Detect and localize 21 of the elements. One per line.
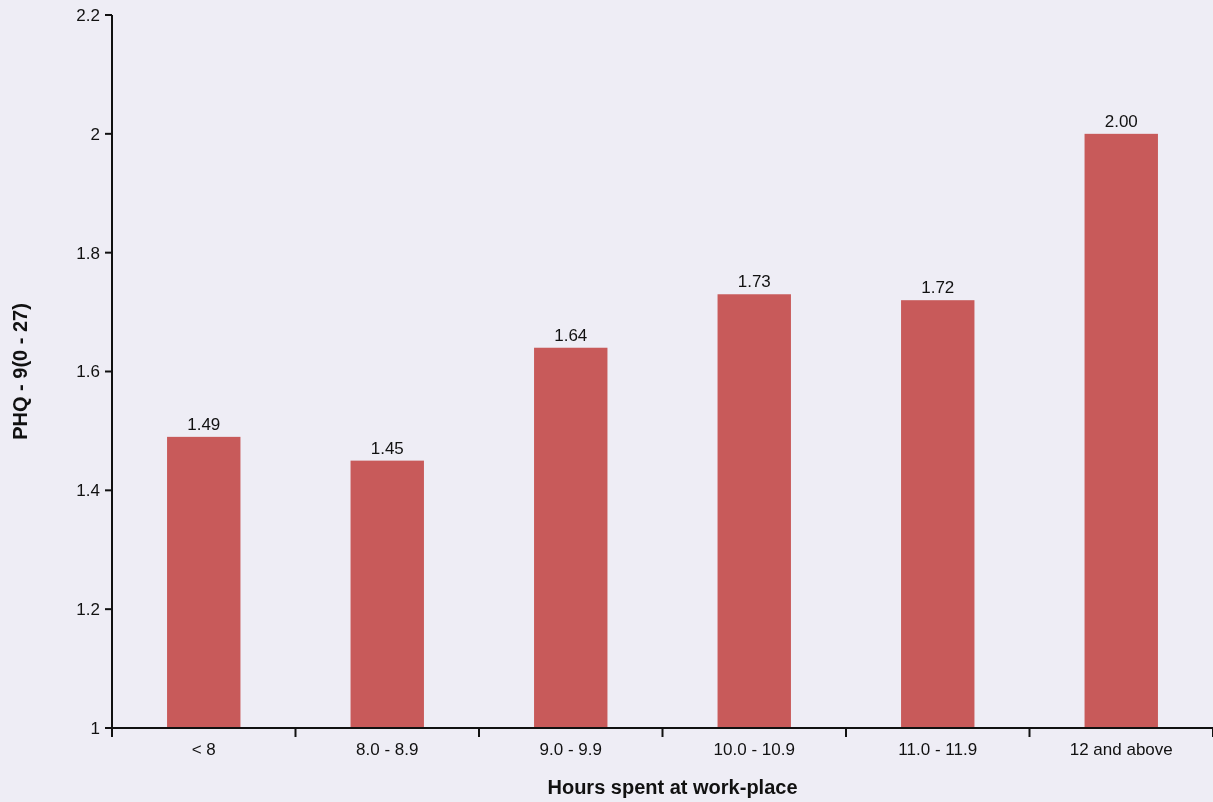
x-tick-label: 9.0 - 9.9 <box>539 740 602 759</box>
data-label: 1.73 <box>737 272 771 292</box>
x-tick-label: 8.0 - 8.9 <box>356 740 419 759</box>
y-tick-label: 2 <box>90 124 100 144</box>
x-axis-title: Hours spent at work-place <box>547 776 798 798</box>
y-tick-label: 1 <box>90 718 100 738</box>
y-axis-title: PHQ - 9(0 - 27) <box>9 303 31 440</box>
data-label: 1.72 <box>921 278 955 298</box>
data-label: 1.64 <box>554 325 588 345</box>
data-label: 1.49 <box>187 414 221 434</box>
data-label: 2.00 <box>1104 111 1138 131</box>
x-tick-label: 10.0 - 10.9 <box>713 740 795 759</box>
y-tick-label: 1.6 <box>76 362 100 382</box>
x-tick-label: 11.0 - 11.9 <box>898 740 978 759</box>
y-tick-label: 2.2 <box>76 5 100 25</box>
x-tick-label: < 8 <box>191 740 216 759</box>
y-tick-label: 1.8 <box>76 243 100 263</box>
x-tick-label: 12 and above <box>1069 740 1173 759</box>
y-tick-label: 1.4 <box>76 481 100 501</box>
data-label: 1.45 <box>370 438 404 458</box>
y-tick-label: 1.2 <box>76 600 100 620</box>
